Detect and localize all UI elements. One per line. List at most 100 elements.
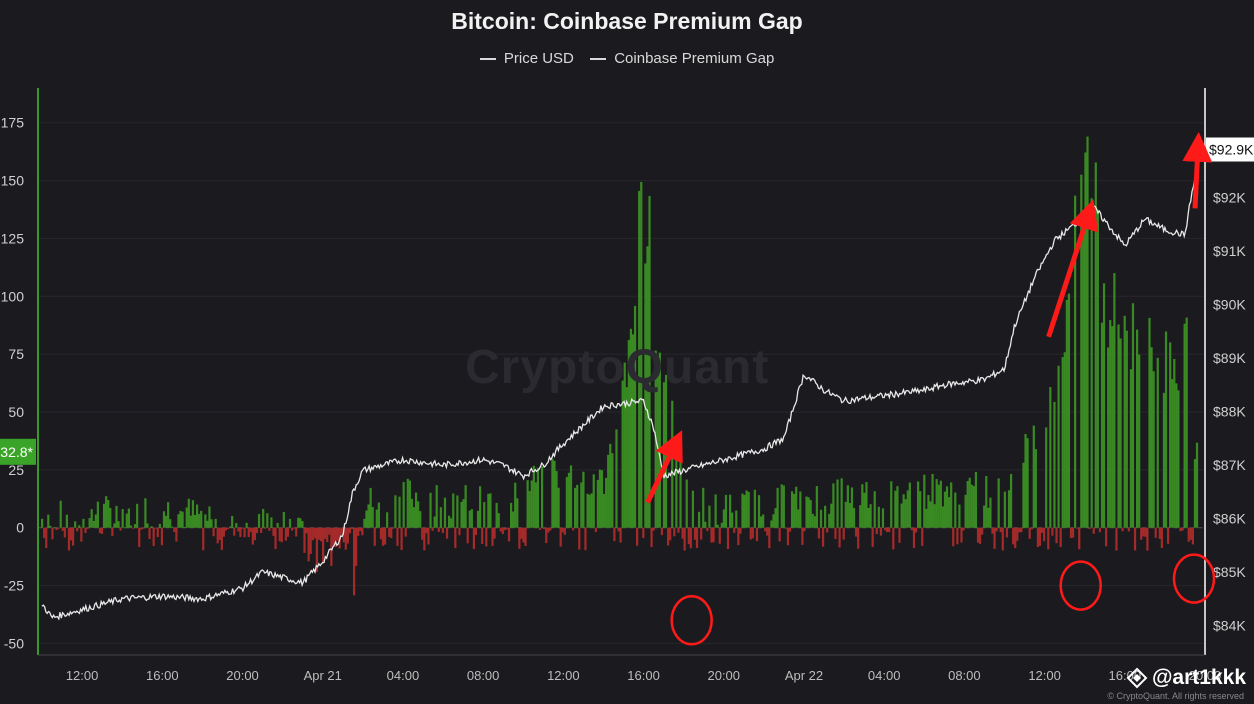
premium-bar (662, 382, 666, 528)
premium-bar (328, 527, 331, 535)
premium-bar (1183, 323, 1186, 528)
premium-bar (127, 508, 130, 528)
premium-bar (900, 503, 903, 528)
premium-bar (400, 527, 403, 551)
premium-bar (229, 526, 232, 528)
premium-bar (1003, 491, 1006, 528)
premium-bar (871, 527, 874, 547)
legend-label-price: Price USD (503, 50, 574, 67)
premium-bar (950, 482, 953, 528)
premium-bar (728, 494, 732, 528)
premium-bar (602, 493, 606, 528)
premium-bar (319, 527, 323, 542)
premium-bar (419, 511, 422, 528)
premium-bar (904, 499, 907, 528)
premium-bar (633, 305, 637, 528)
premium-bar (311, 527, 314, 541)
premium-bar (1022, 462, 1025, 528)
premium-bar (456, 495, 459, 528)
premium-bar (113, 523, 116, 528)
premium-bar (344, 527, 347, 550)
premium-bar (257, 514, 261, 528)
premium-bar (1051, 527, 1054, 536)
premium-bar (592, 474, 595, 528)
right-tick-label: $86K (1213, 511, 1246, 527)
premium-bar (290, 527, 294, 531)
premium-bar (621, 380, 624, 528)
right-axis-ticks: $92K $91K $90K $89K $88K $87K $86K $85K $84K $92.… (1206, 137, 1254, 634)
premium-bar (371, 507, 374, 528)
premium-bar (718, 527, 721, 544)
premium-bar (555, 471, 558, 528)
premium-bar (700, 527, 703, 540)
premium-bar (532, 465, 535, 528)
premium-bar (483, 502, 486, 528)
premium-bar (667, 527, 670, 546)
premium-bar (220, 527, 223, 550)
premium-bar (834, 527, 837, 539)
premium-bar (237, 527, 240, 532)
left-tick-label: 50 (8, 404, 24, 420)
premium-bar (514, 482, 517, 528)
premium-bar (148, 527, 151, 540)
premium-bar (813, 516, 816, 528)
premium-bar (443, 497, 447, 528)
premium-bar (245, 522, 248, 528)
premium-bar (743, 494, 746, 528)
premium-bar (991, 527, 994, 534)
premium-bar (819, 509, 823, 528)
premium-bar (1144, 527, 1147, 537)
legend-item-premium[interactable]: Coinbase Premium Gap (590, 50, 774, 67)
premium-bar (714, 494, 717, 528)
premium-bar (809, 500, 812, 528)
x-tick-label: 08:00 (467, 668, 500, 683)
premium-bar (445, 527, 449, 539)
premium-bar (243, 527, 246, 538)
premium-bar (846, 485, 849, 528)
premium-bar (404, 527, 407, 537)
premium-bar (111, 527, 114, 536)
premium-bars (41, 136, 1199, 596)
legend-item-price[interactable]: Price USD (479, 50, 574, 67)
premium-bar (1189, 527, 1192, 540)
premium-bar (588, 494, 591, 528)
premium-bar (613, 527, 616, 542)
premium-bar (357, 527, 360, 536)
premium-bar (90, 509, 93, 528)
premium-bar (253, 527, 257, 541)
premium-bar (607, 454, 610, 528)
premium-bar (394, 495, 397, 528)
premium-bar (78, 525, 81, 528)
premium-bar (956, 527, 959, 545)
left-tick-label: 125 (1, 230, 25, 246)
premium-bar (894, 490, 897, 528)
premium-bar (208, 506, 211, 528)
premium-bar (173, 527, 176, 533)
premium-bar (487, 493, 490, 528)
premium-bar (799, 491, 802, 528)
premium-bar (187, 498, 190, 528)
premium-bar (74, 521, 77, 528)
premium-bar (125, 513, 128, 528)
premium-bar (935, 479, 938, 528)
premium-bar (954, 492, 957, 528)
premium-bar (47, 514, 50, 528)
premium-bar (1082, 218, 1085, 528)
premium-bar (629, 328, 633, 528)
premium-bar (881, 508, 885, 528)
premium-bar (1007, 490, 1011, 528)
premium-bar (82, 518, 85, 528)
premium-bar (836, 479, 839, 528)
premium-bar (84, 527, 87, 533)
premium-bar (625, 387, 628, 528)
premium-bar (448, 515, 451, 528)
premium-bar (576, 484, 579, 528)
premium-bar (392, 527, 395, 529)
premium-bar (1131, 303, 1135, 528)
premium-bar (361, 527, 364, 536)
premium-bar (702, 487, 705, 528)
premium-bar (706, 527, 709, 532)
premium-bar (1047, 527, 1050, 550)
premium-bar (1158, 527, 1161, 540)
premium-bar (974, 471, 978, 528)
